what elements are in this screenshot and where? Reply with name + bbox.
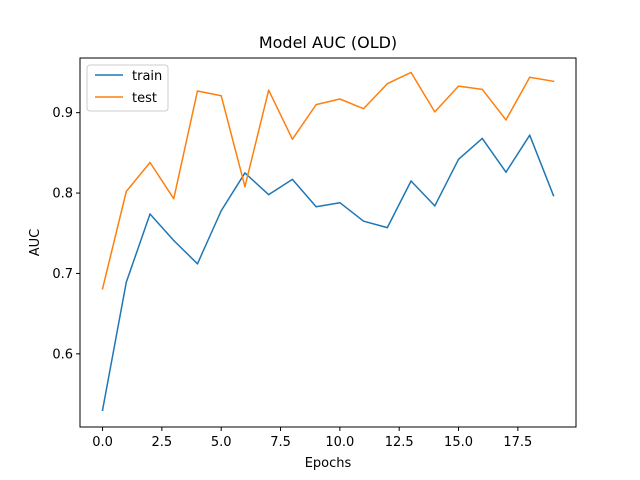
- legend-label-test: test: [132, 91, 157, 106]
- data-point-train: [410, 180, 412, 182]
- data-point-test: [457, 85, 460, 87]
- data-point-test: [386, 82, 389, 85]
- data-point-test: [362, 107, 365, 110]
- series-line-train: [101, 134, 555, 411]
- y-axis-label: AUC: [28, 229, 43, 257]
- data-point-test: [125, 190, 128, 193]
- data-point-train: [505, 171, 507, 173]
- y-tick-label: 0.6: [52, 347, 73, 362]
- data-point-test: [481, 88, 484, 91]
- series-train: [101, 134, 555, 411]
- data-point-train: [481, 137, 484, 140]
- series-line-test: [101, 71, 555, 290]
- data-point-test: [434, 111, 436, 113]
- x-axis-ticks: 0.0 2.5 5.0 7.5 10.0 12.5 15.0 17.5: [92, 427, 532, 450]
- x-tick-label: 17.5: [503, 435, 532, 450]
- data-point-train: [552, 194, 555, 197]
- data-point-test: [149, 161, 151, 164]
- data-point-test: [172, 197, 175, 200]
- data-point-test: [267, 89, 270, 91]
- data-point-train: [244, 172, 246, 174]
- plot-frame: [79, 57, 577, 428]
- data-point-train: [457, 158, 460, 161]
- y-tick-label: 0.7: [52, 267, 73, 282]
- data-point-train: [339, 201, 341, 204]
- x-tick-label: 7.5: [270, 435, 291, 450]
- series-test: [101, 71, 555, 290]
- data-point-train: [101, 409, 104, 411]
- data-point-test: [528, 76, 531, 79]
- x-tick-label: 10.0: [325, 435, 354, 450]
- data-point-train: [386, 226, 389, 229]
- x-tick-label: 12.5: [385, 435, 414, 450]
- y-tick-label: 0.8: [52, 187, 73, 202]
- series-layer: [101, 71, 555, 411]
- chart-title: Model AUC (OLD): [259, 33, 397, 52]
- data-point-train: [528, 134, 531, 136]
- x-tick-label: 15.0: [444, 435, 473, 450]
- data-point-test: [196, 90, 199, 92]
- data-point-train: [434, 205, 436, 207]
- y-axis-ticks: 0.6 0.7 0.8 0.9: [52, 106, 80, 362]
- data-point-train: [125, 281, 128, 284]
- data-point-test: [552, 80, 555, 83]
- data-point-test: [315, 103, 317, 106]
- legend-box: [86, 64, 169, 112]
- x-tick-label: 2.5: [152, 435, 173, 450]
- data-point-train: [220, 209, 222, 212]
- data-point-train: [149, 213, 151, 215]
- x-tick-label: 5.0: [211, 435, 232, 450]
- data-point-test: [244, 185, 246, 188]
- y-tick-label: 0.9: [52, 106, 73, 121]
- data-point-train: [315, 205, 317, 208]
- data-point-train: [291, 178, 294, 181]
- data-point-test: [220, 95, 222, 97]
- data-point-train: [172, 239, 175, 242]
- legend-label-train: train: [132, 69, 162, 84]
- data-point-test: [339, 98, 341, 100]
- data-point-test: [291, 138, 294, 140]
- x-tick-label: 0.0: [92, 435, 113, 450]
- data-point-test: [101, 287, 104, 290]
- x-axis-label: Epochs: [305, 456, 352, 471]
- data-point-train: [267, 193, 270, 196]
- data-point-train: [196, 263, 199, 265]
- data-point-train: [362, 220, 365, 222]
- data-point-test: [410, 71, 412, 74]
- legend: train test: [86, 64, 169, 112]
- data-point-test: [505, 119, 507, 121]
